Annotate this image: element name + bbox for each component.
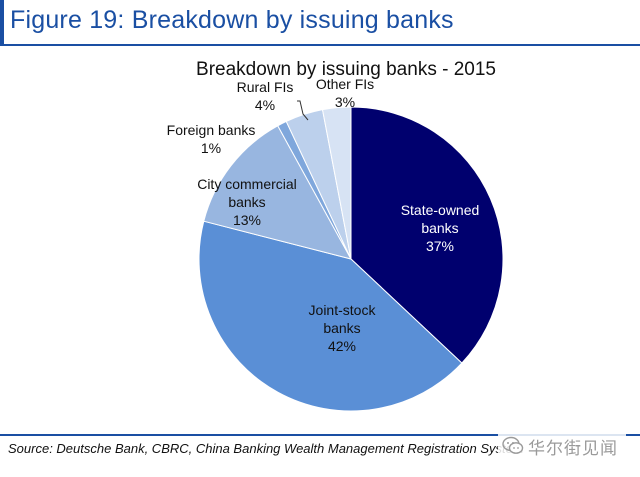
slice-label-other-fis: Other FIs 3% [316,76,374,110]
watermark: 华尔街见闻 [498,433,626,459]
pie-slice-state-owned-banks [350,106,504,364]
slice-label-city-commercial-banks: City commercial banks 13% [197,176,297,228]
pie-chart-svg: Breakdown by issuing banks - 2015 State-… [167,59,504,412]
figure-accent-bar [0,0,4,44]
figure-title: Figure 19: Breakdown by issuing banks [10,6,454,34]
pie-slice-city-commercial-banks [203,125,352,260]
leader-line-rural-fis [297,100,309,121]
pie-slice-other-fis [321,106,352,260]
slice-label-rural-fis: Rural FIs 4% [237,79,294,113]
slice-label-joint-stock-banks: Joint-stock banks 42% [309,302,377,354]
source-divider [0,434,640,436]
pie-chart: Breakdown by issuing banks - 2015 State-… [0,44,640,434]
slice-label-state-owned-banks: State-owned banks 37% [401,202,480,254]
source-note: Source: Deutsche Bank, CBRC, China Banki… [8,441,524,456]
pie-slice-joint-stock-banks [198,220,463,412]
chart-title: Breakdown by issuing banks - 2015 [196,59,496,80]
watermark-text: 华尔街见闻 [528,438,618,459]
wechat-icon [502,436,524,454]
slice-label-foreign-banks: Foreign banks 1% [167,122,256,156]
figure-header: Figure 19: Breakdown by issuing banks [0,0,640,46]
